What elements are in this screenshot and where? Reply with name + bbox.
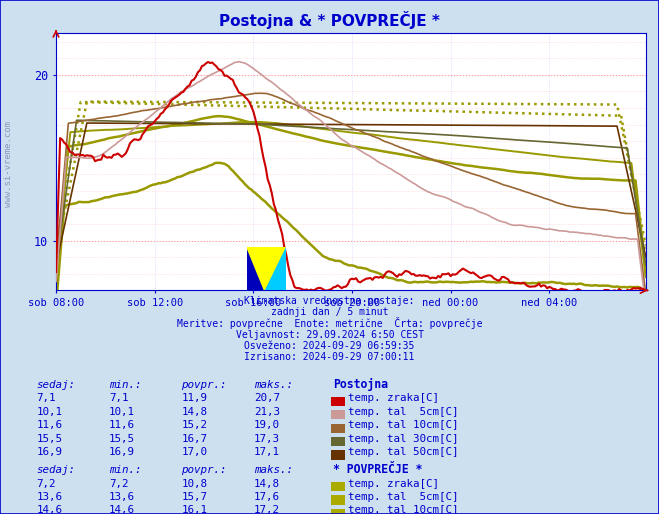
Text: 7,2: 7,2 bbox=[36, 479, 56, 489]
Text: temp. tal  5cm[C]: temp. tal 5cm[C] bbox=[348, 492, 459, 502]
Text: 20,7: 20,7 bbox=[254, 393, 279, 403]
Text: 16,9: 16,9 bbox=[109, 447, 134, 457]
Text: 17,2: 17,2 bbox=[254, 505, 279, 514]
Text: 17,3: 17,3 bbox=[254, 433, 279, 444]
Text: min.:: min.: bbox=[109, 380, 141, 390]
Text: 7,2: 7,2 bbox=[109, 479, 129, 489]
Text: 10,8: 10,8 bbox=[181, 479, 207, 489]
Text: temp. tal 10cm[C]: temp. tal 10cm[C] bbox=[348, 420, 459, 430]
Text: 14,8: 14,8 bbox=[181, 407, 207, 417]
Text: 15,7: 15,7 bbox=[181, 492, 207, 502]
Text: 17,6: 17,6 bbox=[254, 492, 279, 502]
Text: povpr.:: povpr.: bbox=[181, 380, 227, 390]
Text: 16,7: 16,7 bbox=[181, 433, 207, 444]
Text: temp. zraka[C]: temp. zraka[C] bbox=[348, 393, 439, 403]
Text: temp. tal 10cm[C]: temp. tal 10cm[C] bbox=[348, 505, 459, 514]
Polygon shape bbox=[246, 247, 286, 290]
Text: 11,6: 11,6 bbox=[36, 420, 62, 430]
Text: Postojna & * POVPREČJE *: Postojna & * POVPREČJE * bbox=[219, 10, 440, 29]
Polygon shape bbox=[264, 247, 286, 290]
Text: temp. tal 30cm[C]: temp. tal 30cm[C] bbox=[348, 433, 459, 444]
Text: sedaj:: sedaj: bbox=[36, 465, 75, 475]
Text: sedaj:: sedaj: bbox=[36, 380, 75, 390]
Text: Osveženo: 2024-09-29 06:59:35: Osveženo: 2024-09-29 06:59:35 bbox=[244, 341, 415, 351]
Text: 13,6: 13,6 bbox=[36, 492, 62, 502]
Text: 21,3: 21,3 bbox=[254, 407, 279, 417]
Text: 14,6: 14,6 bbox=[36, 505, 62, 514]
Text: 14,6: 14,6 bbox=[109, 505, 134, 514]
Text: temp. tal  5cm[C]: temp. tal 5cm[C] bbox=[348, 407, 459, 417]
Text: 15,5: 15,5 bbox=[109, 433, 134, 444]
Text: 16,1: 16,1 bbox=[181, 505, 207, 514]
Text: maks.:: maks.: bbox=[254, 380, 293, 390]
Text: Izrisano: 2024-09-29 07:00:11: Izrisano: 2024-09-29 07:00:11 bbox=[244, 352, 415, 362]
Text: 7,1: 7,1 bbox=[36, 393, 56, 403]
Text: 11,6: 11,6 bbox=[109, 420, 134, 430]
Text: 15,2: 15,2 bbox=[181, 420, 207, 430]
Text: zadnji dan / 5 minut: zadnji dan / 5 minut bbox=[271, 307, 388, 317]
Text: 10,1: 10,1 bbox=[109, 407, 134, 417]
Text: min.:: min.: bbox=[109, 465, 141, 475]
Text: 11,9: 11,9 bbox=[181, 393, 207, 403]
Polygon shape bbox=[246, 247, 286, 290]
Text: www.si-vreme.com: www.si-vreme.com bbox=[4, 121, 13, 208]
Text: 13,6: 13,6 bbox=[109, 492, 134, 502]
Text: 17,1: 17,1 bbox=[254, 447, 279, 457]
Text: * POVPREČJE *: * POVPREČJE * bbox=[333, 464, 422, 476]
Text: 15,5: 15,5 bbox=[36, 433, 62, 444]
Text: 10,1: 10,1 bbox=[36, 407, 62, 417]
Text: Veljavnost: 29.09.2024 6:50 CEST: Veljavnost: 29.09.2024 6:50 CEST bbox=[235, 329, 424, 340]
Text: 16,9: 16,9 bbox=[36, 447, 62, 457]
Text: Meritve: povprečne  Enote: metrične  Črta: povprečje: Meritve: povprečne Enote: metrične Črta:… bbox=[177, 317, 482, 329]
Text: 19,0: 19,0 bbox=[254, 420, 279, 430]
Text: Postojna: Postojna bbox=[333, 378, 387, 391]
Text: 17,0: 17,0 bbox=[181, 447, 207, 457]
Text: 7,1: 7,1 bbox=[109, 393, 129, 403]
Text: 14,8: 14,8 bbox=[254, 479, 279, 489]
Text: povpr.:: povpr.: bbox=[181, 465, 227, 475]
Text: temp. tal 50cm[C]: temp. tal 50cm[C] bbox=[348, 447, 459, 457]
Text: Klimatska vrednostna postaje:: Klimatska vrednostna postaje: bbox=[244, 296, 415, 306]
Text: temp. zraka[C]: temp. zraka[C] bbox=[348, 479, 439, 489]
Text: maks.:: maks.: bbox=[254, 465, 293, 475]
